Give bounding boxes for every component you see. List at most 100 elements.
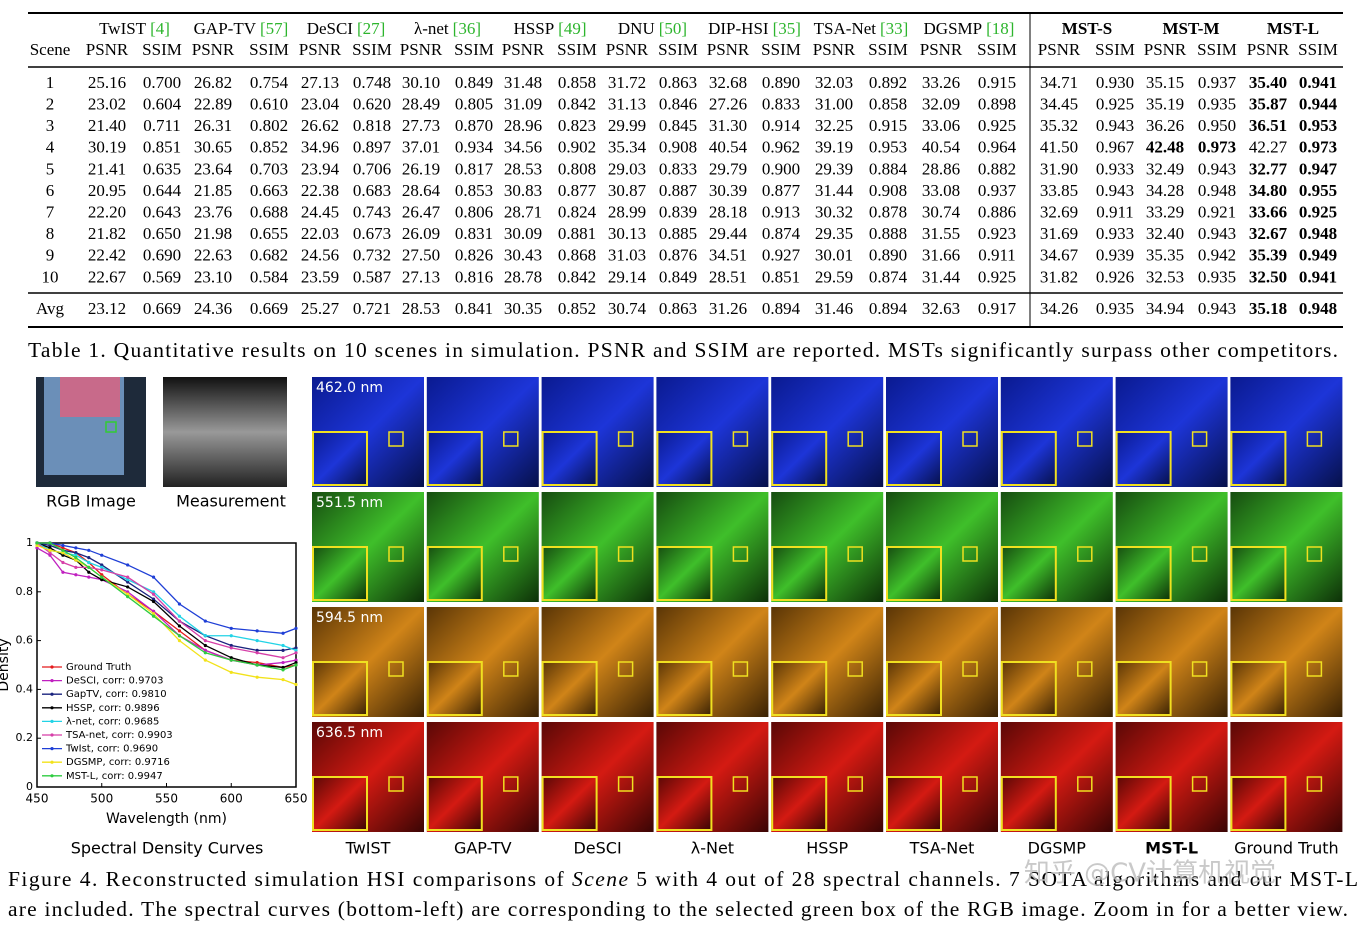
cell-value: 0.706	[353, 159, 391, 178]
cell-value: 22.42	[88, 246, 126, 265]
cell-value: 28.78	[504, 267, 542, 286]
legend-marker	[50, 760, 54, 764]
series-point	[100, 578, 104, 582]
cell-value: 32.25	[815, 116, 853, 135]
zoom-box	[847, 431, 863, 447]
series-point	[281, 665, 285, 670]
cell-value: 28.96	[504, 116, 542, 135]
cell-value: 31.03	[608, 246, 646, 265]
series-point	[87, 575, 91, 579]
series-point	[151, 590, 156, 594]
cell-value: 0.650	[143, 224, 181, 243]
cell-value: 30.43	[504, 246, 542, 265]
zoom-box	[847, 661, 863, 677]
cell-value: 31.90	[1040, 159, 1078, 178]
metric-header: PSNR	[86, 40, 129, 59]
cell-value: 27.73	[402, 116, 440, 135]
cell-value: 0.877	[762, 181, 801, 200]
cell-value: 0.863	[659, 73, 697, 92]
cell-value: 24.45	[301, 203, 339, 222]
cell-value: 0.973	[1198, 138, 1236, 157]
cell-value: 31.55	[922, 224, 960, 243]
series-point	[35, 546, 39, 550]
cell-value: 0.644	[143, 181, 182, 200]
zoom-inset	[1230, 661, 1287, 716]
series-point	[61, 553, 65, 557]
zoom-inset	[1115, 546, 1172, 601]
series-point	[74, 558, 78, 562]
cell-value: 32.49	[1146, 159, 1184, 178]
cell-value: 0.569	[143, 267, 181, 286]
cell-value: 30.09	[504, 224, 542, 243]
cell-value: 30.74	[922, 203, 961, 222]
series-point	[151, 599, 156, 604]
legend-marker	[50, 719, 54, 724]
cell-value: 29.03	[608, 159, 646, 178]
cell-value: 34.94	[1146, 299, 1185, 318]
cell-value: 0.911	[978, 246, 1016, 265]
cell-value: 21.82	[88, 224, 126, 243]
wavelength-label: 636.5 nm	[316, 725, 383, 741]
method-ref: [4]	[150, 19, 170, 38]
series-point	[126, 580, 130, 584]
zoom-box	[962, 661, 978, 677]
method-name: DIP-HSI	[708, 19, 769, 38]
cell-value: 0.849	[455, 73, 493, 92]
cell-value: 31.66	[922, 246, 960, 265]
cell-value: 0.892	[869, 73, 907, 92]
cell-value: 23.04	[301, 95, 340, 114]
x-tick-label: 600	[220, 792, 243, 806]
method-ref: [18]	[986, 19, 1014, 38]
series-point	[61, 570, 65, 574]
method-name: MST-S	[1062, 19, 1112, 38]
method-name: DeSCI	[307, 19, 354, 38]
metric-header: SSIM	[1095, 40, 1135, 59]
cell-value: 0.926	[1096, 267, 1134, 286]
cell-value: 0.851	[143, 138, 181, 157]
method-header: λ-net [36]	[414, 19, 481, 38]
series-point	[87, 548, 91, 552]
cell-value: 31.09	[504, 95, 542, 114]
zoom-inset	[541, 661, 598, 716]
metric-header: PSNR	[502, 40, 545, 59]
method-ref: [33]	[880, 19, 908, 38]
cell-value: 0.943	[1198, 159, 1236, 178]
table-caption: Table 1. Quantitative results on 10 scen…	[28, 338, 1338, 362]
cell-value: 23.64	[194, 159, 233, 178]
series-point	[126, 575, 130, 579]
cell-value: 29.79	[709, 159, 747, 178]
cell-value: 27.13	[402, 267, 440, 286]
cell-value: 21.85	[194, 181, 232, 200]
zoom-inset	[541, 546, 598, 601]
y-tick-label: 0.2	[16, 731, 34, 744]
method-header: MST-S	[1062, 19, 1112, 38]
scene-label: Avg	[36, 299, 65, 318]
cell-value: 0.943	[1198, 299, 1236, 318]
zoom-box	[388, 546, 404, 562]
cell-value: 0.842	[558, 267, 596, 286]
cell-value: 0.877	[558, 181, 597, 200]
cell-value: 0.943	[1096, 116, 1134, 135]
zoom-inset	[886, 776, 942, 831]
cell-value: 20.95	[88, 181, 126, 200]
zoom-box	[732, 431, 749, 447]
cell-value: 31.26	[709, 299, 747, 318]
method-name: HSSP	[514, 19, 555, 38]
cell-value: 32.03	[815, 73, 853, 92]
cell-value: 34.96	[301, 138, 339, 157]
series-line	[36, 542, 297, 659]
cell-value: 21.41	[88, 159, 126, 178]
cell-value: 26.19	[402, 159, 440, 178]
series-point	[126, 563, 130, 567]
method-header: MST-M	[1163, 19, 1220, 38]
cell-value: 34.45	[1040, 95, 1078, 114]
cell-value: 0.858	[869, 95, 907, 114]
cell-value: 0.908	[869, 181, 907, 200]
y-tick-label: 0	[26, 780, 33, 793]
cell-value: 34.26	[1040, 299, 1078, 318]
cell-value: 0.620	[353, 95, 391, 114]
x-tick-label: 550	[155, 792, 178, 806]
zoom-box	[1191, 546, 1208, 562]
cell-value: 37.01	[402, 138, 440, 157]
cell-value: 26.82	[194, 73, 232, 92]
